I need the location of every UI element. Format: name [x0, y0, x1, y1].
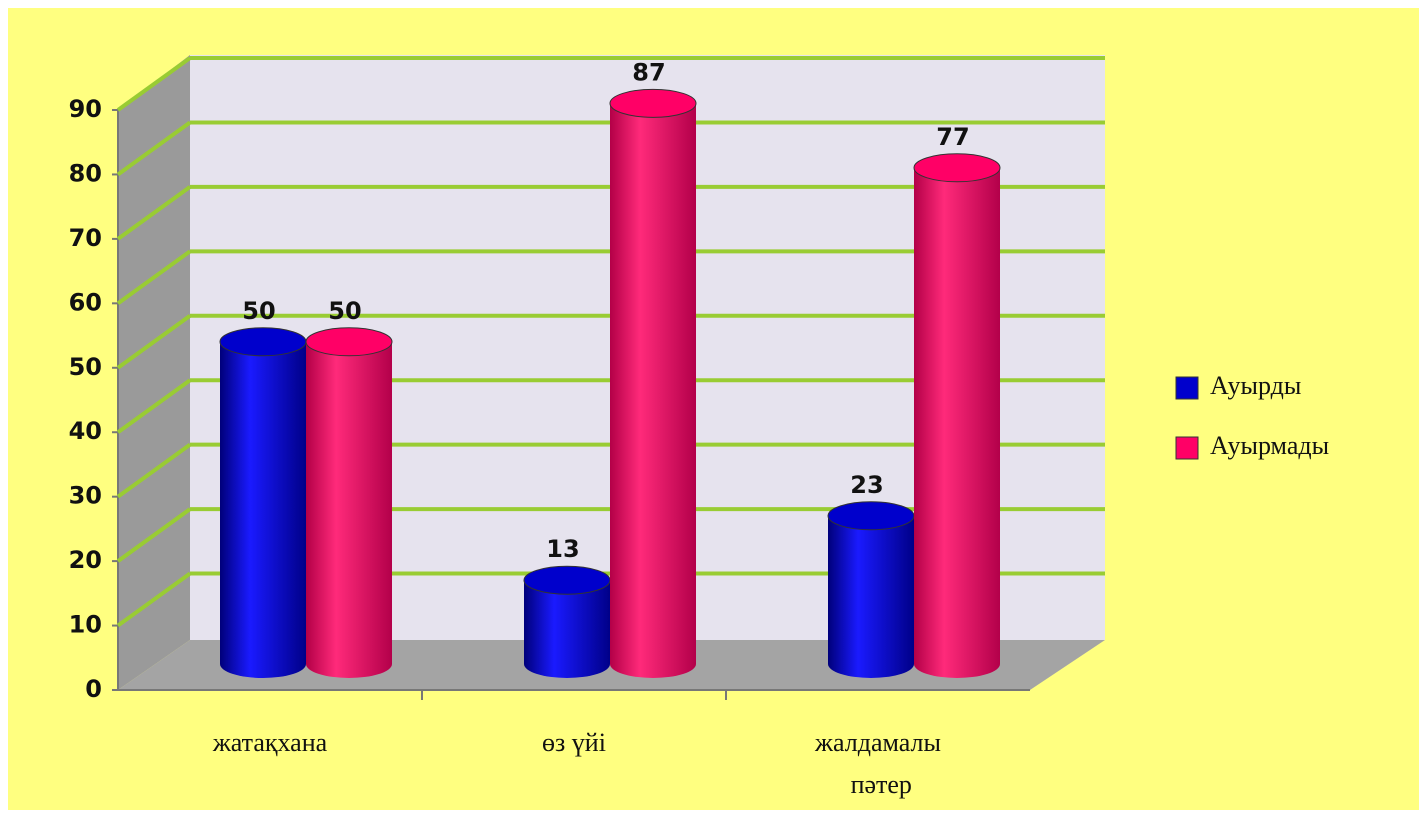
- legend-label: Ауырмады: [1210, 431, 1329, 460]
- y-tick-label: 90: [69, 95, 102, 123]
- cylinder-body: [828, 515, 914, 678]
- y-tick-label: 50: [69, 353, 102, 381]
- cylinder: [609, 88, 697, 679]
- side-wall: [118, 55, 190, 690]
- cylinder-body: [524, 580, 610, 678]
- grid-line: [116, 249, 192, 305]
- value-label: 50: [242, 297, 275, 325]
- cylinder-body: [220, 341, 306, 678]
- grid-line: [116, 120, 192, 177]
- grid-line: [116, 56, 192, 112]
- x-tick-label: жатақхана: [212, 728, 328, 757]
- cylinder: [305, 327, 393, 678]
- cylinder-body: [914, 167, 1000, 678]
- grid-line: [116, 378, 192, 434]
- y-tick-label: 80: [69, 159, 102, 187]
- cylinder-body: [306, 341, 392, 678]
- y-tick-label: 10: [69, 611, 102, 639]
- cylinder-top: [219, 327, 307, 357]
- cylinder: [523, 565, 611, 678]
- y-tick-label: 60: [69, 288, 102, 316]
- grid-line: [116, 507, 192, 563]
- value-label: 13: [546, 535, 579, 563]
- legend-swatch: [1175, 376, 1199, 400]
- y-tick-label: 0: [85, 675, 102, 703]
- value-label: 50: [328, 297, 361, 325]
- grid-line: [116, 443, 192, 499]
- y-tick-label: 20: [69, 546, 102, 574]
- cylinder-top: [523, 565, 611, 595]
- x-tick-label: жалдамалы пәтер: [814, 728, 941, 799]
- cylinder-top: [827, 501, 915, 531]
- value-label: 77: [936, 123, 969, 151]
- cylinder-top: [913, 153, 1001, 183]
- y-tick-label: 30: [69, 482, 102, 510]
- grid-line: [116, 571, 192, 628]
- grid-line: [116, 185, 192, 241]
- cylinder: [913, 153, 1001, 678]
- value-label: 23: [850, 471, 883, 499]
- legend-swatch: [1175, 436, 1199, 460]
- y-tick-label: 40: [69, 417, 102, 445]
- x-tick-label: өз үйі: [542, 728, 606, 757]
- legend-label: Ауырды: [1210, 371, 1301, 400]
- cylinder-top: [305, 327, 393, 357]
- value-label: 87: [632, 58, 665, 86]
- cylinder: [219, 327, 307, 678]
- cylinder: [827, 501, 915, 678]
- cylinder-body: [610, 103, 696, 679]
- cylinder-top: [609, 88, 697, 118]
- grid-line: [116, 314, 192, 370]
- y-tick-label: 70: [69, 224, 102, 252]
